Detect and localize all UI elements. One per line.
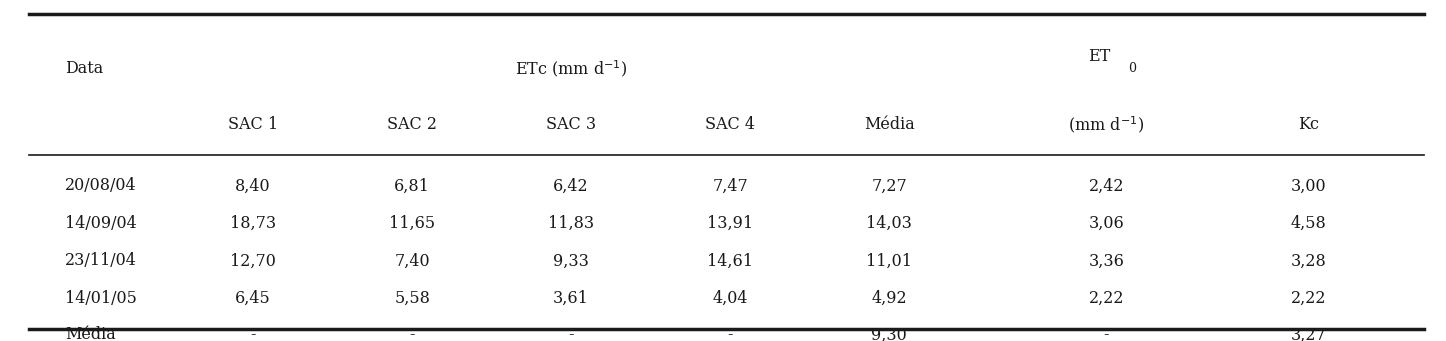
Text: 3,27: 3,27 (1291, 326, 1326, 341)
Text: 3,61: 3,61 (554, 290, 589, 307)
Text: 7,27: 7,27 (872, 177, 907, 194)
Text: 13,91: 13,91 (707, 215, 753, 232)
Text: Média: Média (863, 116, 915, 133)
Text: 3,06: 3,06 (1089, 215, 1124, 232)
Text: 2,22: 2,22 (1291, 290, 1326, 307)
Text: -: - (250, 326, 256, 341)
Text: 6,45: 6,45 (236, 290, 270, 307)
Text: 6,42: 6,42 (554, 177, 589, 194)
Text: ETc (mm d$^{-1}$): ETc (mm d$^{-1}$) (515, 58, 628, 79)
Text: 14/01/05: 14/01/05 (65, 290, 137, 307)
Text: 11,65: 11,65 (389, 215, 435, 232)
Text: 3,28: 3,28 (1291, 252, 1326, 269)
Text: SAC 2: SAC 2 (388, 116, 437, 133)
Text: 18,73: 18,73 (230, 215, 276, 232)
Text: -: - (1103, 326, 1109, 341)
Text: 14/09/04: 14/09/04 (65, 215, 137, 232)
Text: Data: Data (65, 60, 103, 77)
Text: 0: 0 (1128, 62, 1137, 75)
Text: 9,30: 9,30 (872, 326, 907, 341)
Text: 4,04: 4,04 (713, 290, 748, 307)
Text: 20/08/04: 20/08/04 (65, 177, 137, 194)
Text: SAC 1: SAC 1 (228, 116, 278, 133)
Text: 7,40: 7,40 (395, 252, 429, 269)
Text: Kc: Kc (1299, 116, 1319, 133)
Text: -: - (727, 326, 733, 341)
Text: 14,61: 14,61 (707, 252, 753, 269)
Text: SAC 3: SAC 3 (547, 116, 596, 133)
Text: 4,58: 4,58 (1291, 215, 1326, 232)
Text: SAC 4: SAC 4 (706, 116, 755, 133)
Text: 12,70: 12,70 (230, 252, 276, 269)
Text: 8,40: 8,40 (236, 177, 270, 194)
Text: 6,81: 6,81 (395, 177, 429, 194)
Text: (mm d$^{-1}$): (mm d$^{-1}$) (1069, 114, 1144, 135)
Text: -: - (409, 326, 415, 341)
Text: 23/11/04: 23/11/04 (65, 252, 137, 269)
Text: 11,83: 11,83 (548, 215, 594, 232)
Text: 5,58: 5,58 (395, 290, 429, 307)
Text: 14,03: 14,03 (866, 215, 912, 232)
Text: 2,22: 2,22 (1089, 290, 1124, 307)
Text: ET: ET (1087, 48, 1111, 65)
Text: 11,01: 11,01 (866, 252, 912, 269)
Text: 3,00: 3,00 (1291, 177, 1326, 194)
Text: Média: Média (65, 326, 116, 341)
Text: 9,33: 9,33 (554, 252, 589, 269)
Text: -: - (568, 326, 574, 341)
Text: 4,92: 4,92 (872, 290, 907, 307)
Text: 2,42: 2,42 (1089, 177, 1124, 194)
Text: 3,36: 3,36 (1089, 252, 1124, 269)
Text: 7,47: 7,47 (713, 177, 748, 194)
